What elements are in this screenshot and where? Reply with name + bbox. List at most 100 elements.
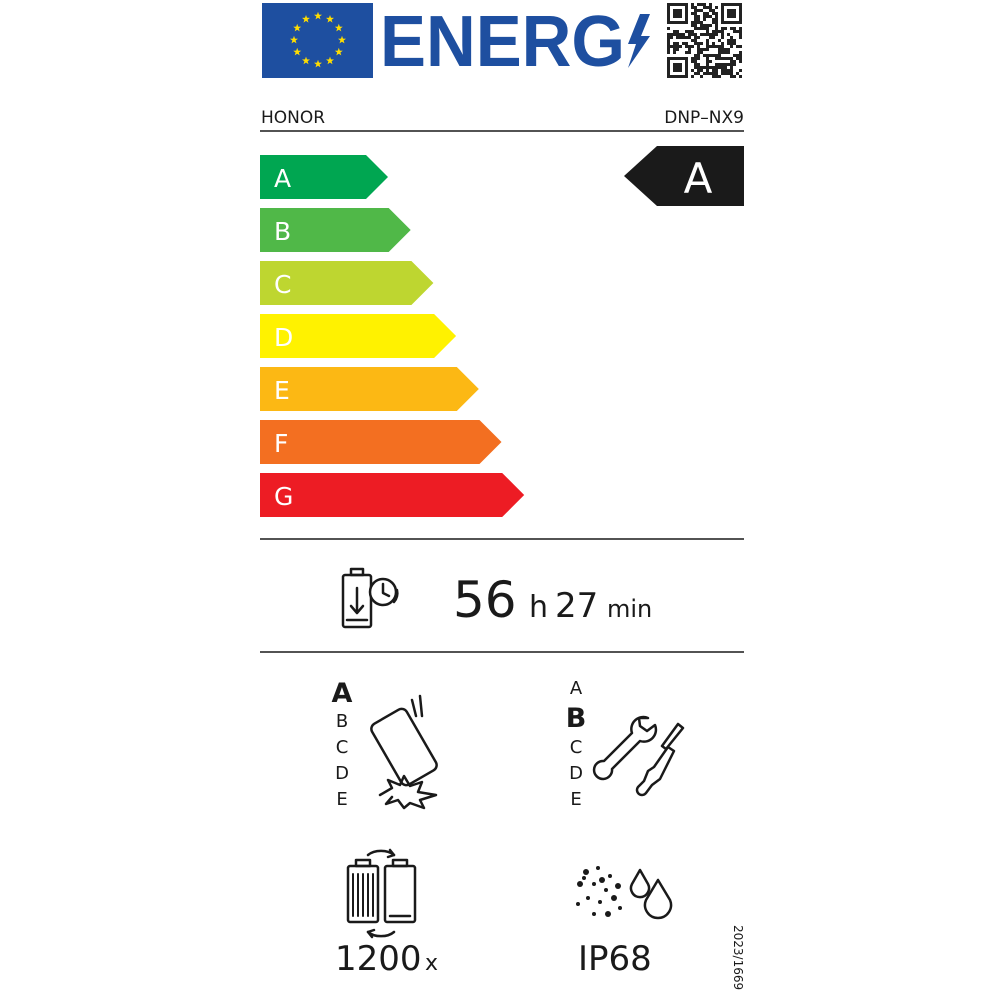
scale-letter: D (335, 763, 349, 784)
qr-cell (691, 30, 694, 33)
qr-cell (712, 12, 715, 15)
qr-cell (673, 57, 676, 60)
qr-cell (715, 69, 718, 72)
qr-cell (706, 48, 709, 51)
qr-cell (679, 36, 682, 39)
qr-cell (709, 24, 712, 27)
energy-class-label: B (274, 217, 291, 246)
star (290, 35, 298, 44)
qr-cell (721, 3, 724, 6)
qr-cell (730, 69, 733, 72)
qr-cell (721, 12, 724, 15)
qr-cell (667, 60, 670, 63)
qr-cell (736, 54, 739, 57)
qr-cell (727, 33, 730, 36)
qr-cell (688, 48, 691, 51)
qr-cell (685, 15, 688, 18)
qr-cell (667, 12, 670, 15)
battery-cycles-icon (346, 848, 417, 939)
energy-bar (260, 208, 411, 252)
qr-cell (724, 72, 727, 75)
qr-cell (730, 63, 733, 66)
qr-cell (697, 63, 700, 66)
qr-cell (697, 27, 700, 30)
qr-cell (721, 51, 724, 54)
qr-cell (721, 45, 724, 48)
qr-cell (694, 15, 697, 18)
qr-cell (688, 45, 691, 48)
qr-cell (688, 51, 691, 54)
rating-label: A (684, 154, 713, 203)
qr-cell (727, 39, 730, 42)
qr-cell (688, 33, 691, 36)
qr-cell (667, 51, 670, 54)
star (293, 47, 302, 56)
qr-cell (739, 51, 742, 54)
qr-cell (670, 33, 673, 36)
energy-class-label: F (274, 429, 288, 458)
qr-cell (724, 57, 727, 60)
qr-cell (688, 36, 691, 39)
qr-cell (730, 45, 733, 48)
qr-cell (667, 27, 670, 30)
scale-letter: E (570, 789, 581, 810)
qr-cell (697, 69, 700, 72)
qr-cell (676, 69, 679, 72)
qr-cell (706, 45, 709, 48)
qr-cell (706, 33, 709, 36)
qr-cell (697, 54, 700, 57)
qr-cell (739, 3, 742, 6)
qr-cell (685, 6, 688, 9)
qr-cell (700, 69, 703, 72)
qr-cell (715, 33, 718, 36)
qr-cell (706, 57, 709, 60)
qr-cell (739, 12, 742, 15)
qr-cell (685, 75, 688, 78)
qr-cell (673, 12, 676, 15)
qr-cell (718, 57, 721, 60)
qr-cell (703, 3, 706, 6)
bolt-icon (628, 14, 650, 68)
qr-cell (706, 66, 709, 69)
qr-cell (700, 27, 703, 30)
energy-bar (260, 367, 479, 411)
qr-cell (694, 21, 697, 24)
energy-word: ENERG (380, 2, 625, 82)
qr-cell (682, 36, 685, 39)
qr-cell (736, 3, 739, 6)
qr-cell (685, 69, 688, 72)
qr-cell (715, 72, 718, 75)
qr-cell (700, 21, 703, 24)
qr-cell (673, 48, 676, 51)
qr-cell (673, 75, 676, 78)
qr-cell (721, 72, 724, 75)
qr-cell (715, 27, 718, 30)
energy-bar (260, 473, 525, 517)
qr-cell (676, 12, 679, 15)
scale-letter: C (570, 737, 583, 758)
qr-cell (685, 21, 688, 24)
qr-cell (679, 12, 682, 15)
repair-icon (592, 715, 685, 797)
qr-cell (733, 60, 736, 63)
qr-cell (700, 42, 703, 45)
qr-cell (673, 51, 676, 54)
energy-bar (260, 155, 388, 199)
qr-cell (730, 57, 733, 60)
qr-cell (685, 51, 688, 54)
qr-cell (694, 6, 697, 9)
qr-cell (691, 45, 694, 48)
qr-cell (721, 66, 724, 69)
qr-cell (697, 51, 700, 54)
star (302, 56, 310, 65)
qr-cell (727, 9, 730, 12)
qr-cell (718, 51, 721, 54)
qr-cell (700, 66, 703, 69)
qr-cell (697, 15, 700, 18)
qr-cell (706, 54, 709, 57)
qr-cell (739, 6, 742, 9)
star (338, 35, 346, 44)
qr-cell (682, 75, 685, 78)
qr-cell (733, 27, 736, 30)
qr-cell (721, 30, 724, 33)
